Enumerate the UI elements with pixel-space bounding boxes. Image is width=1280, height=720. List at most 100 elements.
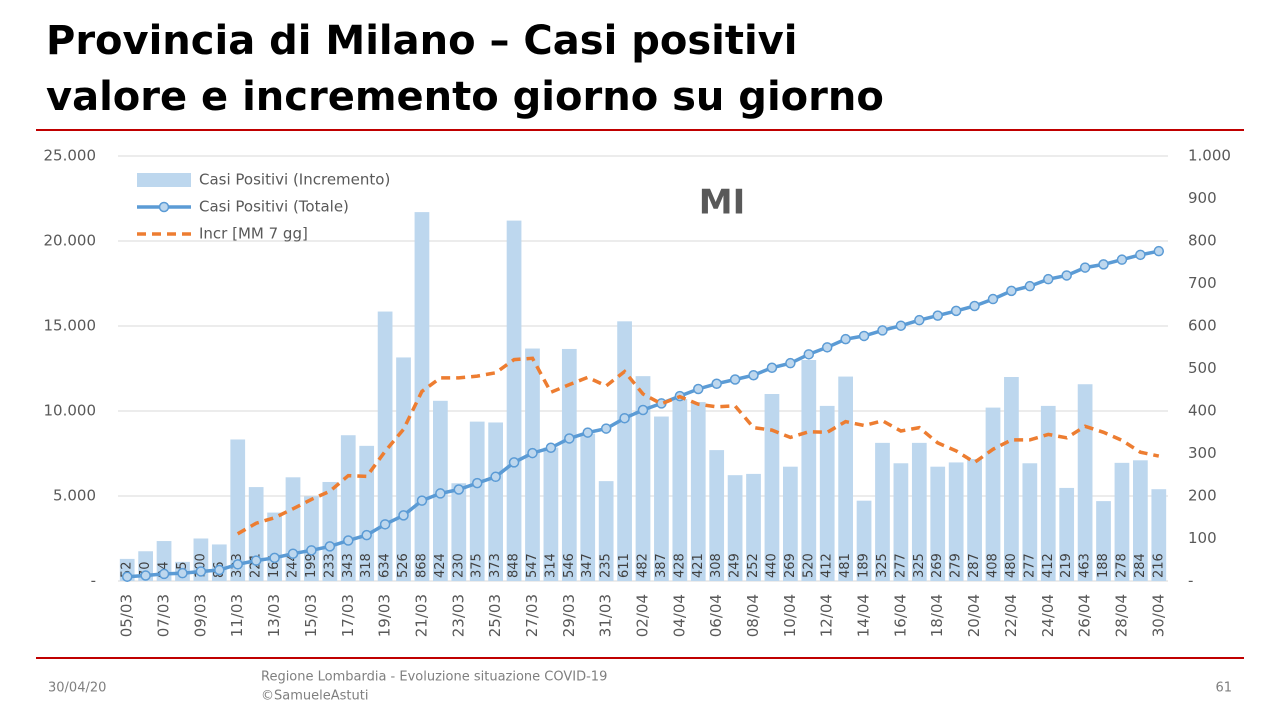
data-label: 634	[378, 553, 393, 578]
bar	[304, 496, 319, 581]
y-tick-label: 15.000	[44, 317, 97, 335]
y2-tick-label: 900	[1188, 189, 1217, 207]
bar	[525, 348, 540, 581]
bar	[1114, 462, 1130, 581]
y2-tick-label: 800	[1188, 232, 1217, 250]
marker	[195, 566, 207, 577]
marker	[140, 570, 151, 581]
bar	[1151, 489, 1167, 581]
marker	[1079, 262, 1091, 273]
x-tick-label: 31/03	[597, 594, 615, 637]
footer-credit: ©SamueleAstuti	[261, 689, 368, 704]
y2-tick-label: 100	[1188, 529, 1217, 547]
legend-marker	[158, 201, 170, 213]
data-label: 249	[728, 553, 743, 578]
legend-label: Casi Positivi (Totale)	[199, 198, 349, 216]
data-label: 343	[341, 553, 356, 578]
marker	[600, 423, 612, 434]
x-tick-label: 06/04	[707, 594, 725, 637]
line	[236, 356, 1160, 536]
marker	[1098, 259, 1109, 270]
marker	[324, 541, 336, 552]
marker	[1116, 254, 1128, 265]
data-label: 424	[433, 553, 448, 578]
marker	[1006, 285, 1017, 297]
bar	[709, 450, 725, 581]
x-tick-label: 10/04	[781, 594, 799, 637]
legend-label: Casi Positivi (Incremento)	[199, 171, 390, 189]
marker	[1061, 270, 1072, 281]
marker	[987, 293, 999, 305]
slide-title: valore e incremento giorno su giorno	[46, 74, 884, 120]
x-tick-label: 12/04	[818, 594, 836, 637]
bar	[396, 357, 411, 581]
bar	[672, 399, 688, 581]
bar	[967, 459, 982, 581]
data-label: 463	[1078, 553, 1093, 578]
marker	[379, 519, 391, 530]
data-label: 277	[1022, 553, 1037, 578]
data-label: 314	[543, 553, 558, 578]
data-label: 284	[1133, 553, 1148, 578]
bar	[598, 481, 614, 581]
annotation: MI	[699, 183, 745, 223]
data-label: 375	[470, 553, 485, 578]
bar	[930, 466, 946, 581]
marker	[214, 564, 225, 576]
marker	[1043, 273, 1054, 285]
data-label: 279	[949, 553, 964, 578]
x-tick-label: 29/03	[560, 594, 578, 637]
data-label: 408	[986, 553, 1001, 578]
y2-tick-label: -	[1188, 572, 1193, 590]
y2-tick-label: 600	[1188, 317, 1217, 335]
x-tick-label: 15/03	[302, 594, 320, 637]
bar	[1133, 460, 1148, 581]
x-tick-label: 17/03	[339, 594, 357, 637]
bar	[1040, 405, 1056, 581]
marker	[950, 305, 962, 317]
marker	[232, 559, 243, 570]
data-label: 269	[783, 553, 798, 578]
marker	[1153, 245, 1165, 257]
data-label: 219	[1059, 553, 1074, 578]
marker	[619, 412, 630, 424]
x-tick-label: 02/04	[634, 594, 652, 637]
marker	[693, 383, 704, 395]
data-label: 482	[636, 553, 651, 578]
bar	[875, 442, 890, 581]
y-tick-label: 5.000	[53, 487, 96, 505]
data-label: 235	[599, 553, 614, 578]
bar	[1096, 501, 1111, 581]
data-label: 278	[1114, 553, 1129, 578]
y2-tick-label: 500	[1188, 359, 1217, 377]
marker	[1135, 249, 1146, 261]
data-label: 373	[488, 553, 503, 578]
bar	[506, 220, 522, 581]
data-label: 526	[396, 553, 411, 578]
x-tick-label: 11/03	[228, 594, 246, 637]
data-label: 481	[838, 553, 853, 578]
x-tick-label: 24/04	[1039, 594, 1057, 637]
bar	[893, 463, 909, 581]
marker	[527, 447, 538, 459]
y2-tick-label: 300	[1188, 444, 1217, 462]
bar	[838, 376, 853, 581]
bar	[764, 394, 780, 581]
bar	[1077, 384, 1093, 581]
data-label: 325	[875, 553, 890, 578]
data-label: 412	[1041, 553, 1056, 578]
bar	[856, 500, 872, 581]
y-tick-label: 25.000	[44, 147, 97, 165]
data-label: 520	[801, 553, 816, 578]
data-label: 233	[322, 553, 337, 578]
y-tick-label: 20.000	[44, 232, 97, 250]
marker	[343, 535, 354, 546]
data-label: 189	[857, 553, 872, 578]
data-label: 440	[764, 553, 779, 578]
data-label: 230	[451, 553, 466, 578]
data-label: 428	[672, 553, 687, 578]
x-tick-label: 16/04	[891, 594, 909, 637]
bar	[322, 481, 338, 581]
data-label: 244	[286, 553, 301, 578]
marker	[729, 374, 741, 385]
